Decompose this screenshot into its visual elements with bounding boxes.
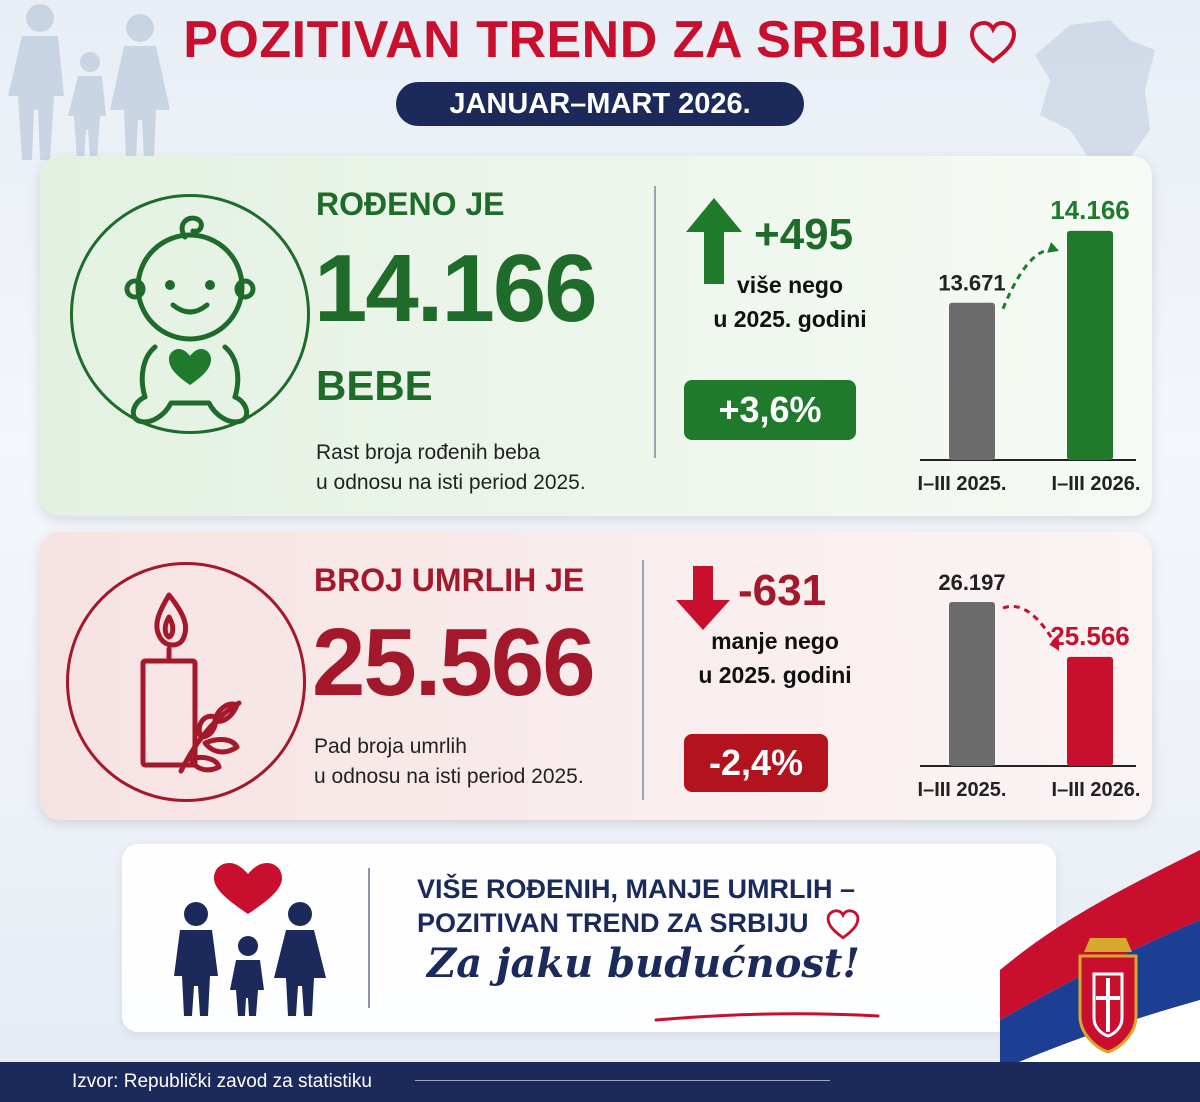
deaths-label: BROJ UMRLIH JE [314,562,585,598]
heart-outline-icon [826,909,860,940]
baby-icon-circle [70,194,310,434]
births-unit: BEBE [316,362,433,409]
births-chart-category-label-1: I–III 2025. [918,473,1007,495]
baby-icon [124,215,256,425]
deaths-delta: -631 [738,566,827,615]
deaths-percent-badge: -2,4% [684,734,828,792]
footer-slogan: Za jaku budućnost! [427,940,860,987]
births-chart-bar-1 [949,302,995,460]
births-description: Rast broja rođenih beba u odnosu na isti… [316,441,586,494]
background-family-silhouette [8,4,170,160]
births-chart-trend-arrow [1001,248,1060,310]
births-divider [654,186,656,458]
births-chart-value-label-2: 14.166 [1050,195,1130,225]
deaths-value: 25.566 [312,609,596,716]
births-delta: +495 [754,210,854,259]
births-card: ROĐENO JE 14.166 BEBE Rast broja rođenih… [40,156,1152,516]
deaths-chart-bar-1 [949,602,995,766]
footer-line-1: VIŠE ROĐENIH, MANJE UMRLIH – [417,874,856,904]
candle-icon [140,592,242,774]
deaths-delta-text: manje nego u 2025. godini [698,628,852,688]
births-chart-category-label-2: I–III 2026. [1052,473,1141,495]
footer-line-2: POZITIVAN TREND ZA SRBIJU [417,908,860,941]
deaths-chart-value-label-2: 25.566 [1050,621,1130,651]
page-title: POZITIVAN TREND ZA SRBIJU [0,10,1200,70]
deaths-chart-category-label-1: I–III 2025. [918,779,1007,801]
births-value: 14.166 [314,235,598,342]
deaths-chart-bar-2 [1067,656,1113,766]
serbian-flag [1000,850,1200,1102]
source-bar: Izvor: Republički zavod za statistiku [0,1062,1200,1102]
period-pill: JANUAR–MART 2026. [396,82,804,126]
candle-icon-circle [66,562,306,802]
footer-divider [368,868,370,1008]
births-chart-bar-2 [1067,230,1113,460]
deaths-chart-category-label-2: I–III 2026. [1052,779,1141,801]
deaths-chart-trend-arrow [1002,605,1061,652]
births-chart-value-label-1: 13.671 [938,271,1005,296]
births-label: ROĐENO JE [316,186,505,222]
births-delta-text: više nego u 2025. godini [713,272,867,332]
background-map-silhouette [1035,20,1155,165]
deaths-divider [642,560,644,800]
births-bar-chart: 13.671 I–III 2025. 14.166 I–III 2026. [918,195,1141,495]
coat-of-arms [1078,938,1138,1054]
source-text: Izvor: Republički zavod za statistiku [72,1071,372,1092]
heart-outline-icon [969,21,1016,64]
deaths-chart-value-label-1: 26.197 [938,570,1005,595]
births-percent-badge: +3,6% [684,380,856,440]
family-heart-icon [174,863,326,1016]
footer-card: VIŠE ROĐENIH, MANJE UMRLIH – POZITIVAN T… [122,844,1056,1032]
deaths-bar-chart: 26.197 I–III 2025. 25.566 I–III 2026. [918,570,1141,801]
arrow-up-icon [686,198,742,284]
deaths-description: Pad broja umrlih u odnosu na isti period… [314,735,584,788]
deaths-card: BROJ UMRLIH JE 25.566 Pad broja umrlih u… [40,532,1152,820]
slogan-underline [654,1012,880,1022]
deaths-chart-trend-arrowhead [1048,638,1060,651]
births-chart-trend-arrowhead [1047,241,1059,253]
source-rule [415,1080,830,1081]
arrow-down-icon [676,566,730,630]
